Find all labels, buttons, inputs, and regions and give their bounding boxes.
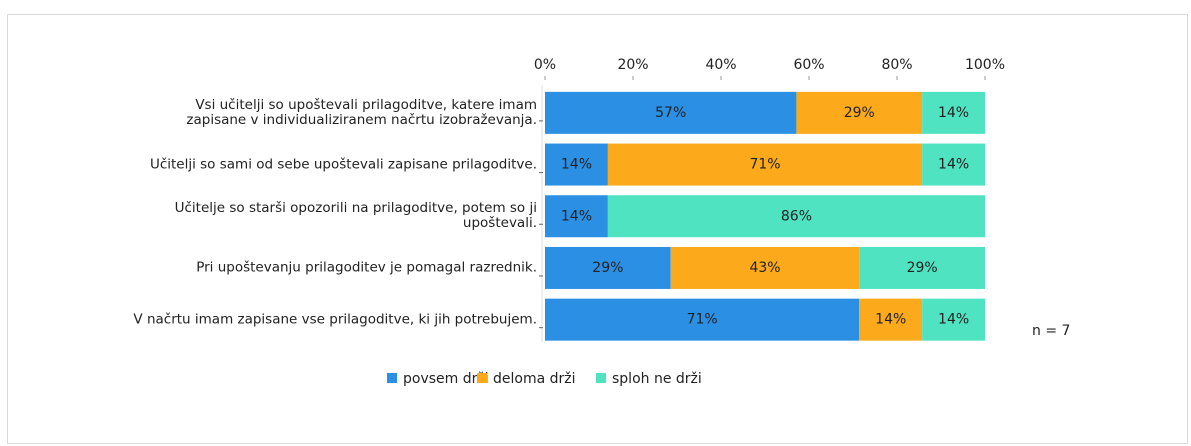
bar-segment bbox=[859, 298, 923, 341]
bar-segment bbox=[545, 195, 608, 238]
bar-segment bbox=[607, 143, 923, 186]
legend-swatch bbox=[477, 373, 487, 383]
value-label: 29% bbox=[907, 260, 938, 276]
x-tick-label: 0% bbox=[534, 57, 556, 73]
value-label: 29% bbox=[844, 105, 875, 121]
value-label: 14% bbox=[561, 208, 592, 224]
value-label: 57% bbox=[655, 105, 686, 121]
category-label: V načrtu imam zapisane vse prilagoditve,… bbox=[133, 311, 537, 328]
value-label: 14% bbox=[561, 157, 592, 173]
category-label: Učitelji so sami od sebe upoštevali zapi… bbox=[149, 156, 537, 173]
bar-segment bbox=[859, 246, 985, 289]
legend-swatch bbox=[596, 373, 606, 383]
bar-segment bbox=[670, 246, 860, 289]
category-label: Učitelje so starši opozorili na prilagod… bbox=[174, 200, 537, 232]
value-label: 14% bbox=[938, 157, 969, 173]
value-label: 71% bbox=[749, 157, 780, 173]
value-label: 71% bbox=[687, 312, 718, 328]
category-label: Pri upoštevanju prilagoditev je pomagal … bbox=[196, 259, 537, 276]
value-label: 86% bbox=[781, 208, 812, 224]
value-label: 14% bbox=[938, 105, 969, 121]
category-label: Vsi učitelji so upoštevali prilagoditve,… bbox=[186, 96, 537, 128]
x-tick-label: 100% bbox=[965, 57, 1005, 73]
x-tick-label: 20% bbox=[617, 57, 648, 73]
bar-segment bbox=[796, 91, 923, 134]
bar-segment bbox=[607, 195, 985, 238]
value-label: 29% bbox=[592, 260, 623, 276]
bar-segment bbox=[545, 91, 797, 134]
legend-swatch bbox=[387, 373, 397, 383]
bar-segment bbox=[922, 298, 986, 341]
legend-label: deloma drži bbox=[493, 371, 576, 387]
bar-segment bbox=[922, 91, 985, 134]
x-tick-label: 40% bbox=[705, 57, 736, 73]
bar-segment bbox=[545, 246, 671, 289]
bar-segment bbox=[922, 143, 986, 186]
value-label: 14% bbox=[875, 312, 906, 328]
frame bbox=[7, 14, 1188, 444]
bar-segment bbox=[545, 143, 608, 186]
value-label: 14% bbox=[938, 312, 969, 328]
bar-segment bbox=[545, 298, 860, 341]
value-label: 43% bbox=[749, 260, 780, 276]
annotation: n = 7 bbox=[1032, 323, 1070, 339]
x-tick-label: 60% bbox=[793, 57, 824, 73]
x-tick-label: 80% bbox=[881, 57, 912, 73]
legend-label: sploh ne drži bbox=[612, 371, 702, 387]
legend-label: povsem drži bbox=[403, 371, 489, 387]
